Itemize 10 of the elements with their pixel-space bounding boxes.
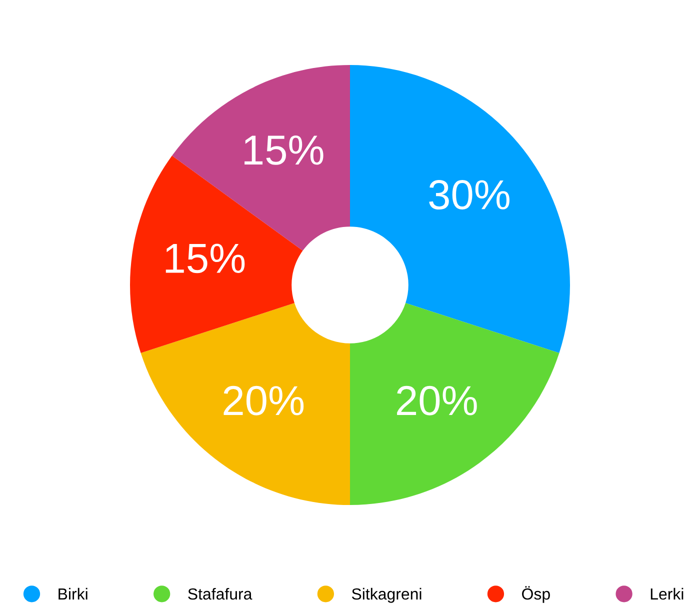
legend-label: Ösp — [522, 586, 550, 603]
data-label: 20% — [224, 386, 304, 416]
data-label: 30% — [429, 180, 510, 210]
legend-label: Birki — [58, 588, 88, 600]
legend-label: Stafafura — [188, 588, 252, 600]
data-label: 15% — [244, 136, 324, 165]
legend-label: Lerki — [650, 588, 684, 600]
data-label: 20% — [397, 386, 477, 416]
data-label: 15% — [166, 244, 245, 274]
legend-label: Sitkagreni — [352, 588, 422, 603]
